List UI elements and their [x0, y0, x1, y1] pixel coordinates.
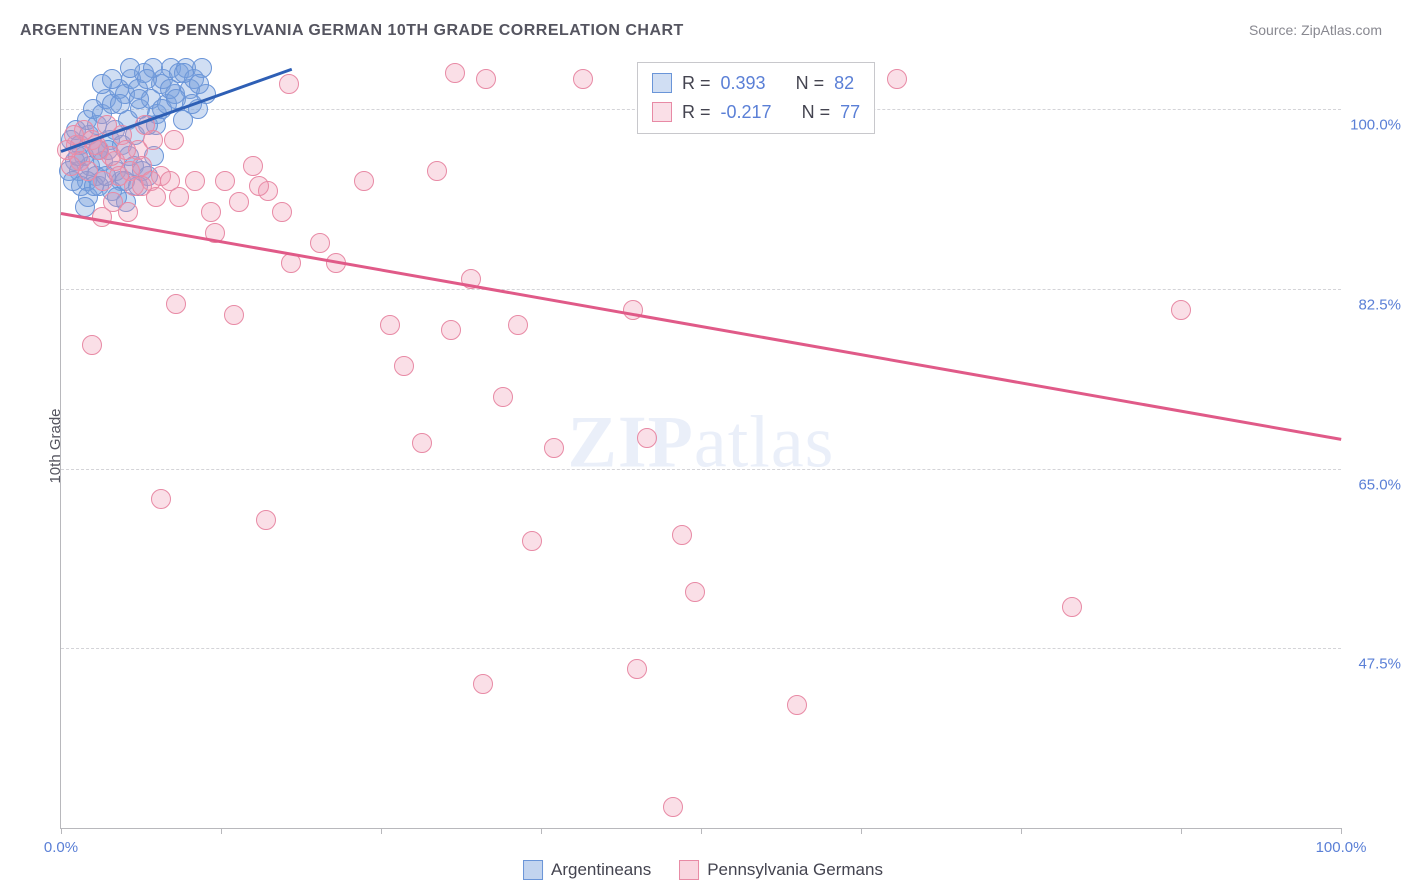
scatter-point	[143, 130, 163, 150]
y-tick-label: 47.5%	[1347, 656, 1401, 673]
scatter-point	[473, 674, 493, 694]
scatter-point	[394, 356, 414, 376]
scatter-point	[493, 387, 513, 407]
legend-item: Argentineans	[523, 860, 651, 880]
scatter-point	[166, 294, 186, 314]
x-tick	[61, 828, 62, 834]
watermark-bold: ZIP	[568, 402, 694, 484]
scatter-point	[61, 156, 81, 176]
n-value: 82	[834, 69, 854, 98]
source-link[interactable]: ZipAtlas.com	[1301, 22, 1382, 38]
gridline-horizontal	[61, 648, 1341, 649]
gridline-horizontal	[61, 469, 1341, 470]
legend-swatch	[652, 102, 672, 122]
scatter-point	[185, 171, 205, 191]
r-value: 0.393	[721, 69, 766, 98]
x-tick	[1341, 828, 1342, 834]
bottom-legend: Argentineans Pennsylvania Germans	[523, 860, 883, 880]
x-tick	[1181, 828, 1182, 834]
trend-line	[61, 212, 1341, 440]
scatter-point	[412, 433, 432, 453]
scatter-point	[118, 202, 138, 222]
scatter-point	[272, 202, 292, 222]
scatter-point	[544, 438, 564, 458]
x-tick	[381, 828, 382, 834]
x-tick	[221, 828, 222, 834]
scatter-point	[146, 187, 166, 207]
scatter-point	[82, 335, 102, 355]
scatter-point	[229, 192, 249, 212]
gridline-horizontal	[61, 289, 1341, 290]
scatter-point	[224, 305, 244, 325]
scatter-point	[476, 69, 496, 89]
x-tick	[1021, 828, 1022, 834]
plot-area: ZIPatlas 47.5%65.0%82.5%100.0%0.0%100.0%…	[60, 58, 1341, 829]
scatter-point	[164, 130, 184, 150]
scatter-point	[380, 315, 400, 335]
scatter-point	[189, 74, 209, 94]
scatter-point	[110, 94, 130, 114]
scatter-point	[1171, 300, 1191, 320]
n-value: 77	[840, 98, 860, 127]
scatter-point	[116, 140, 136, 160]
source-attribution: Source: ZipAtlas.com	[1249, 22, 1382, 38]
scatter-point	[354, 171, 374, 191]
watermark-rest: atlas	[694, 402, 835, 484]
source-prefix: Source:	[1249, 22, 1301, 38]
scatter-point	[310, 233, 330, 253]
scatter-point	[441, 320, 461, 340]
scatter-point	[169, 187, 189, 207]
n-label: N =	[802, 98, 831, 127]
watermark: ZIPatlas	[568, 401, 835, 486]
legend-swatch	[652, 73, 672, 93]
scatter-point	[627, 659, 647, 679]
legend-swatch	[523, 860, 543, 880]
chart-title: ARGENTINEAN VS PENNSYLVANIA GERMAN 10TH …	[20, 22, 684, 40]
n-label: N =	[796, 69, 825, 98]
scatter-point	[201, 202, 221, 222]
legend-item: Pennsylvania Germans	[679, 860, 883, 880]
y-tick-label: 82.5%	[1347, 297, 1401, 314]
stats-box: R = 0.393 N = 82 R = -0.217 N = 77	[637, 62, 875, 134]
scatter-point	[249, 176, 269, 196]
scatter-point	[137, 69, 157, 89]
legend-label: Argentineans	[551, 860, 651, 880]
r-label: R =	[682, 98, 711, 127]
scatter-point	[685, 582, 705, 602]
scatter-point	[887, 69, 907, 89]
scatter-point	[129, 89, 149, 109]
y-tick-label: 65.0%	[1347, 476, 1401, 493]
scatter-point	[445, 63, 465, 83]
r-label: R =	[682, 69, 711, 98]
scatter-point	[787, 695, 807, 715]
scatter-point	[573, 69, 593, 89]
y-tick-label: 100.0%	[1347, 117, 1401, 134]
x-axis-max-label: 100.0%	[1316, 839, 1367, 856]
x-tick	[701, 828, 702, 834]
r-value: -0.217	[721, 98, 772, 127]
scatter-point	[508, 315, 528, 335]
scatter-point	[279, 74, 299, 94]
scatter-point	[1062, 597, 1082, 617]
scatter-point	[243, 156, 263, 176]
x-tick	[541, 828, 542, 834]
scatter-point	[215, 171, 235, 191]
scatter-point	[151, 489, 171, 509]
scatter-point	[256, 510, 276, 530]
legend-swatch	[679, 860, 699, 880]
stats-row: R = -0.217 N = 77	[652, 98, 860, 127]
scatter-point	[663, 797, 683, 817]
scatter-point	[522, 531, 542, 551]
scatter-point	[102, 69, 122, 89]
scatter-point	[427, 161, 447, 181]
scatter-point	[672, 525, 692, 545]
legend-label: Pennsylvania Germans	[707, 860, 883, 880]
stats-row: R = 0.393 N = 82	[652, 69, 860, 98]
x-tick	[861, 828, 862, 834]
scatter-point	[637, 428, 657, 448]
x-axis-min-label: 0.0%	[44, 839, 78, 856]
